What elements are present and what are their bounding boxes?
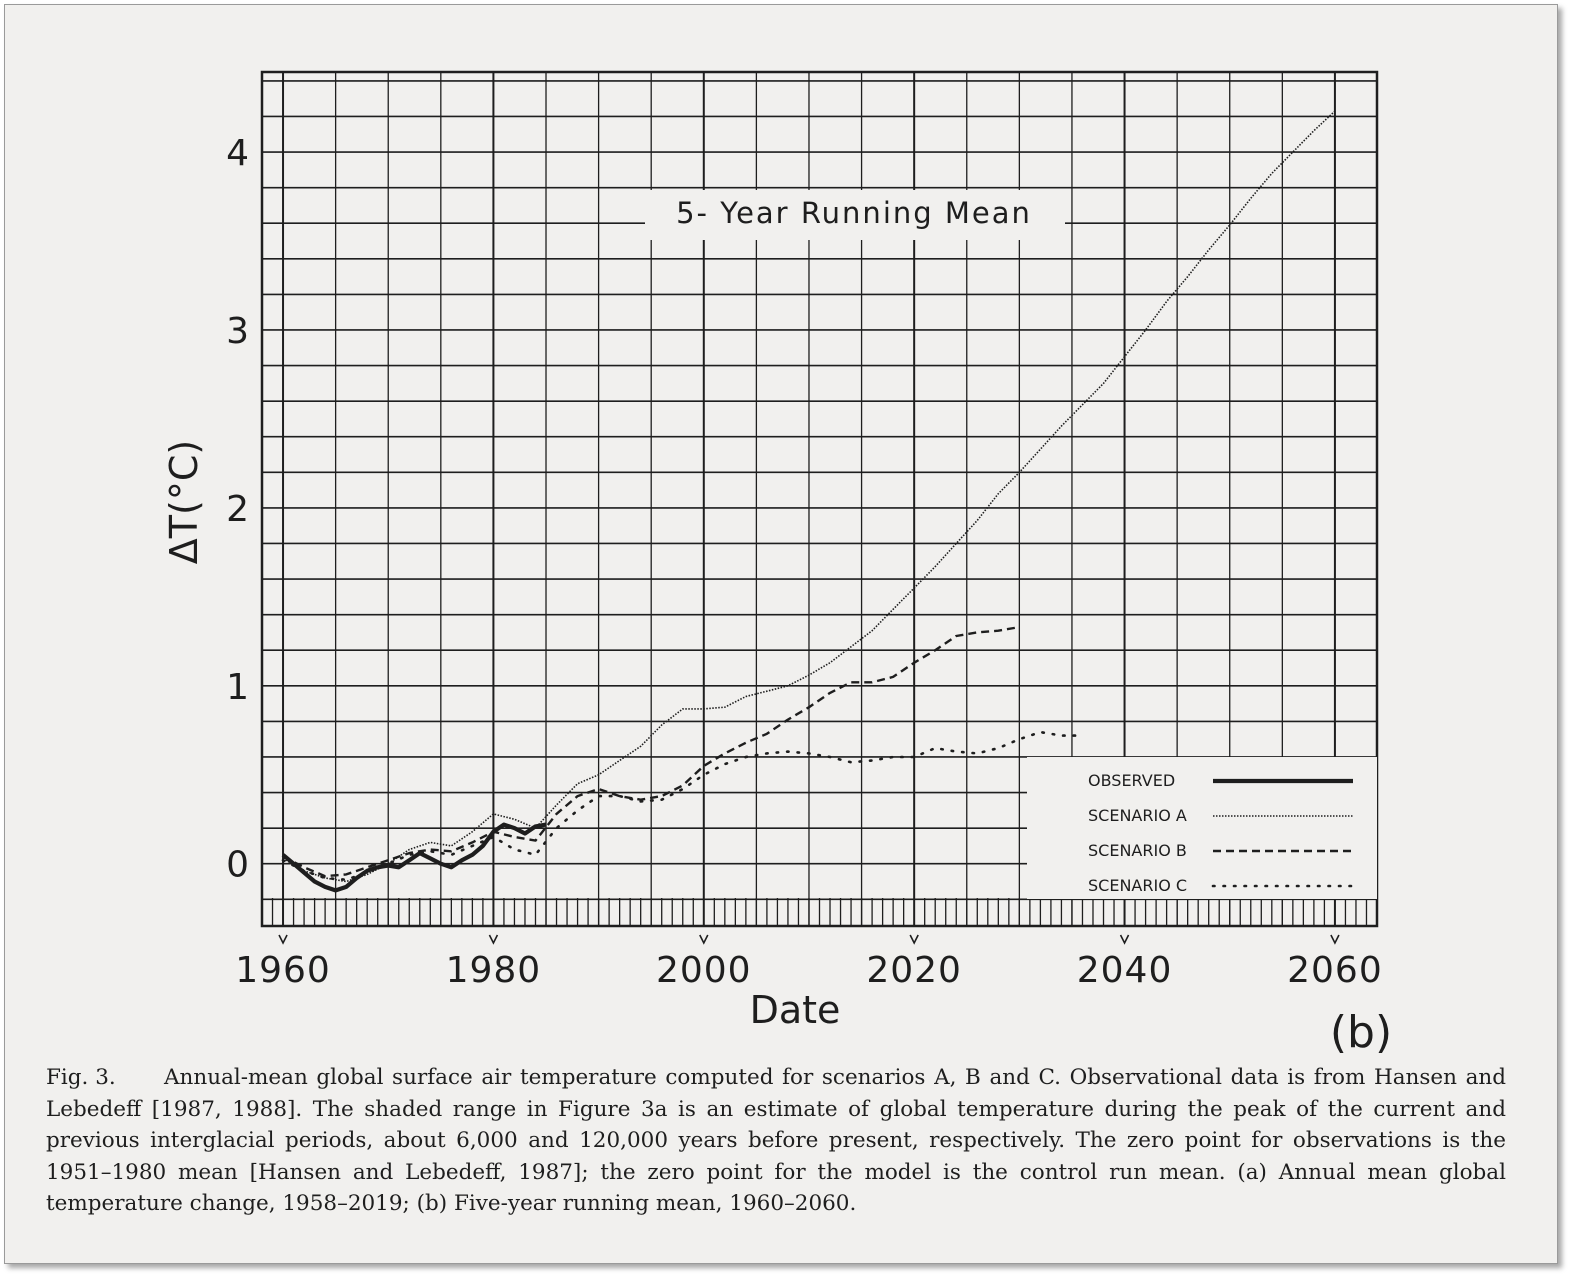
x-tick-labels: 1960 1980 2000 2020 2040 2060 <box>235 950 1383 991</box>
caption-text: Annual-mean global surface air temperatu… <box>46 1065 1506 1216</box>
temperature-chart: 0 1 2 3 4 1960 1980 2000 2020 2040 2060 OBSERVED S… <box>162 70 1392 1055</box>
series-line-scenario-a <box>282 110 1336 883</box>
y-tick-label: 2 <box>226 489 249 530</box>
x-major-tick-mark <box>909 934 919 945</box>
series-line-scenario-c <box>281 730 1084 881</box>
y-axis-label: ΔT(°C) <box>162 440 206 564</box>
title-background <box>645 190 1065 240</box>
x-minor-ticks <box>261 898 1378 945</box>
series-lines <box>281 110 1336 893</box>
x-major-tick-mark <box>488 934 499 945</box>
x-major-tick-mark <box>699 934 709 945</box>
legend: OBSERVED SCENARIO A SCENARIO B SCENARIO C <box>1088 771 1355 895</box>
x-tick-label: 2040 <box>1077 950 1173 991</box>
y-tick-label: 0 <box>226 845 249 886</box>
y-tick-label: 1 <box>226 667 249 708</box>
legend-label: SCENARIO C <box>1088 876 1187 895</box>
legend-label: SCENARIO B <box>1088 841 1187 860</box>
panel-label: (b) <box>1330 1007 1392 1055</box>
x-major-tick-mark <box>278 934 288 945</box>
x-tick-label: 1980 <box>446 950 542 991</box>
x-tick-label: 2000 <box>656 950 752 991</box>
legend-label: OBSERVED <box>1088 771 1175 790</box>
y-tick-labels: 0 1 2 3 4 <box>226 133 249 886</box>
series-line-scenario-b <box>282 625 1020 878</box>
chart-title: 5- Year Running Mean <box>676 196 1032 230</box>
figure-number: Fig. 3. <box>46 1065 116 1090</box>
figure-caption: Fig. 3. Annual-mean global surface air te… <box>46 1062 1506 1220</box>
x-axis-label: Date <box>750 988 841 1032</box>
scanned-page: 0 1 2 3 4 1960 1980 2000 2020 2040 2060 OBSERVED S… <box>4 4 1558 1264</box>
x-tick-label: 2060 <box>1287 950 1383 991</box>
x-tick-label: 1960 <box>235 950 331 991</box>
x-tick-label: 2020 <box>866 950 962 991</box>
legend-background <box>1027 757 1377 899</box>
y-tick-label: 3 <box>226 311 249 352</box>
legend-label: SCENARIO A <box>1088 806 1187 825</box>
series-line-observed <box>281 822 547 893</box>
x-major-tick-mark <box>1330 934 1340 945</box>
x-major-tick-mark <box>1119 934 1130 945</box>
chart-grid <box>262 72 1377 926</box>
y-tick-label: 4 <box>226 133 249 174</box>
